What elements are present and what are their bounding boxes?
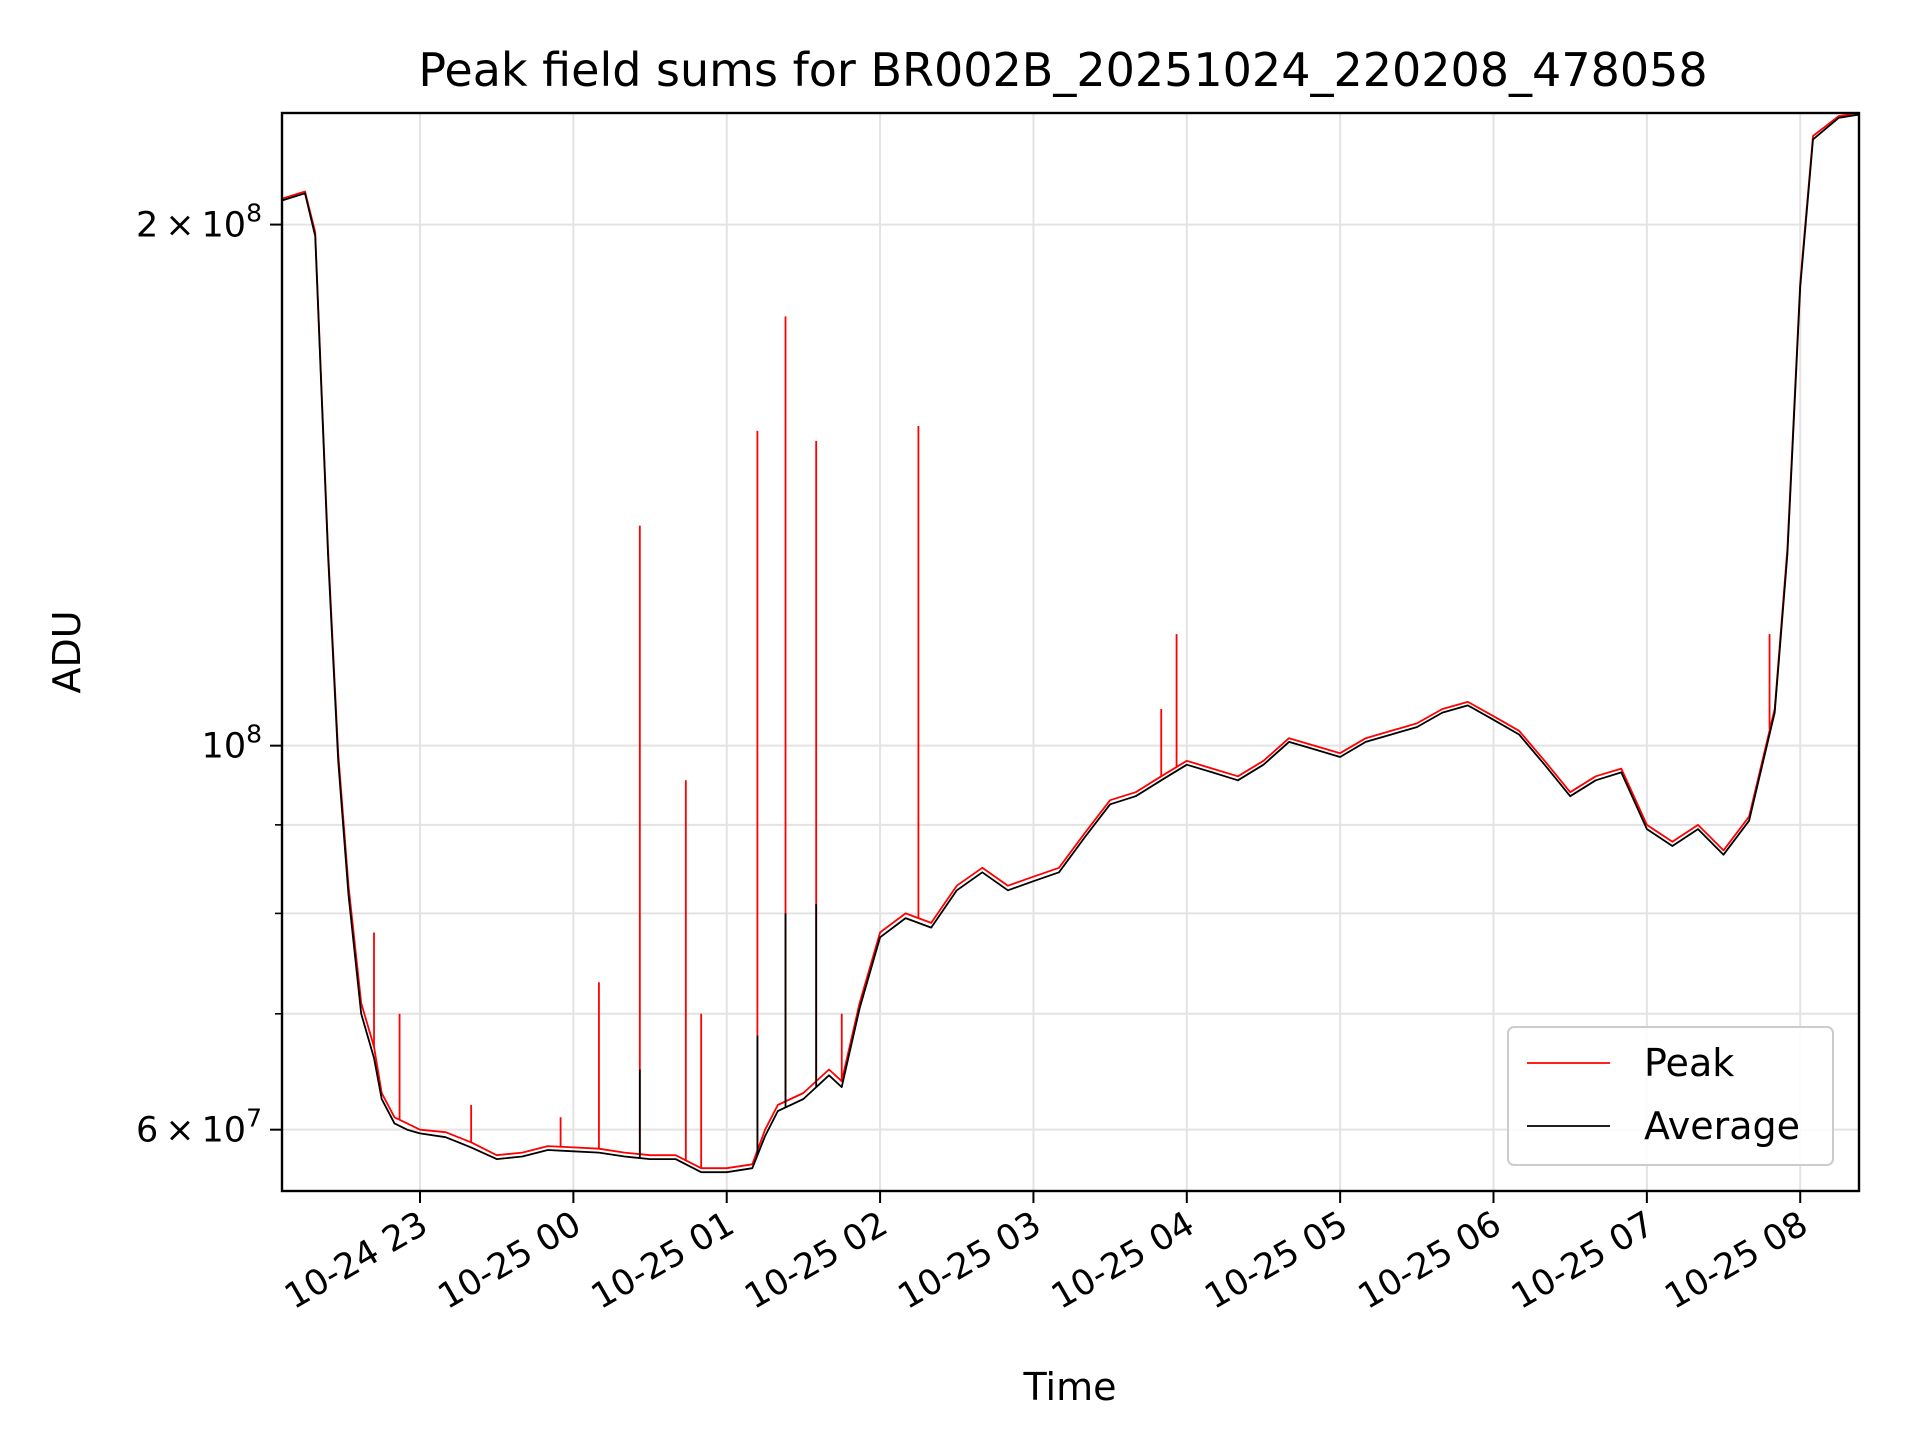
legend-label-peak: Peak	[1644, 1041, 1734, 1085]
series-line-peak	[282, 113, 1859, 1170]
y-tick-label: 6 × 107	[136, 1104, 262, 1151]
y-tick-label: 108	[202, 720, 262, 767]
chart-title: Peak field sums for BR002B_20251024_2202…	[418, 43, 1707, 97]
series-average	[282, 113, 1859, 1174]
y-axis-label: ADU	[45, 610, 89, 693]
y-axis: 6 × 107 108 2 × 108	[136, 199, 282, 1151]
series-line-average	[282, 113, 1859, 1174]
plot-frame	[280, 111, 1861, 1193]
legend-label-average: Average	[1644, 1104, 1800, 1148]
legend-box	[1507, 1026, 1834, 1166]
x-axis-label: Time	[1023, 1365, 1117, 1409]
legend: Peak Average	[1507, 1026, 1834, 1166]
plot-lines	[282, 113, 1859, 1174]
y-tick-label: 2 × 108	[136, 199, 262, 246]
